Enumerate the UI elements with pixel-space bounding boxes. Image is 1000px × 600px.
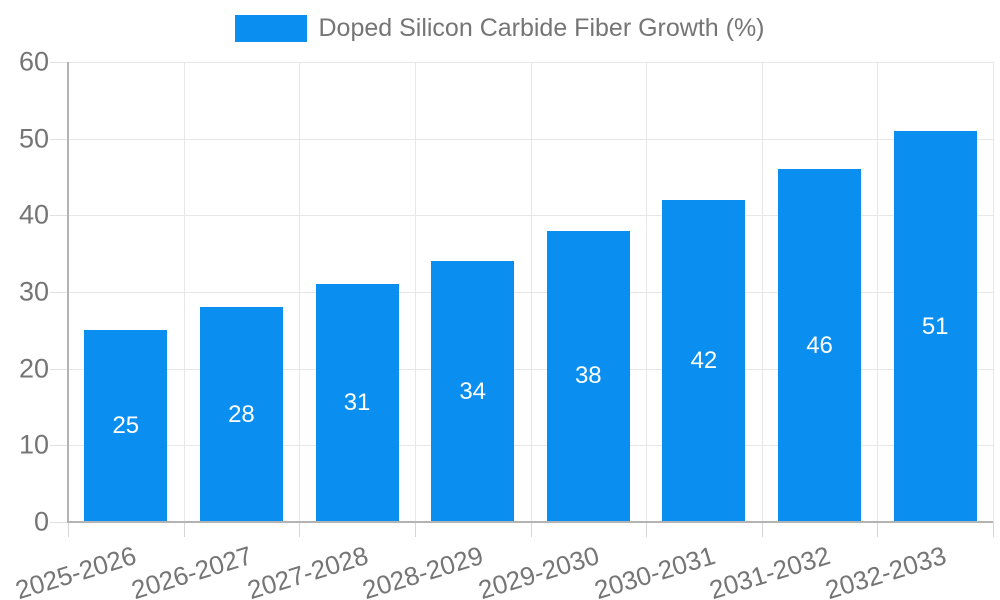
legend: Doped Silicon Carbide Fiber Growth (%) [0,14,1000,43]
x-axis-tick [299,522,301,537]
x-axis-label: 2030-2031 [590,540,719,600]
x-axis-tick [877,522,879,537]
bar-2032-2033[interactable] [893,131,977,522]
y-axis-tick [50,368,68,370]
y-axis-tick [50,215,68,217]
y-axis-tick [50,138,68,140]
x-axis-label: 2028-2029 [359,540,487,600]
bar-value-label: 31 [343,389,371,417]
gridline-vertical [183,62,185,522]
bar-value-label: 38 [574,362,602,390]
y-axis-label: 20 [18,353,49,384]
y-axis-tick [50,292,68,293]
y-axis-label: 50 [18,123,49,154]
x-axis-label: 2031-2032 [706,540,834,600]
bar-2030-2031[interactable] [662,200,746,522]
bar-value-label: 51 [921,312,949,340]
x-axis-label: 2026-2027 [127,540,256,600]
bar-2025-2026[interactable] [84,330,168,522]
gridline-vertical [993,62,994,522]
bar-2026-2027[interactable] [199,307,283,522]
y-axis-label: 0 [33,506,49,537]
y-axis-tick [50,522,68,523]
gridline-vertical [646,62,648,522]
legend-marker [235,15,308,42]
bar-2031-2032[interactable] [778,169,862,522]
x-axis-tick [68,522,69,537]
gridline-vertical [299,62,301,522]
x-axis-tick [183,522,185,537]
gridline-vertical [530,62,532,522]
x-axis-label: 2032-2033 [821,540,950,600]
x-axis-tick [761,522,763,537]
gridline-vertical [877,62,879,522]
x-axis-label: 2025-2026 [12,540,140,600]
y-axis-label: 60 [18,46,49,77]
y-axis-line [67,62,69,523]
y-axis-label: 30 [18,276,49,307]
bar-value-label: 28 [228,400,255,428]
x-axis-label: 2027-2028 [243,540,372,600]
x-axis-label: 2029-2030 [474,540,603,600]
bar-value-label: 46 [806,331,833,359]
y-axis-label: 10 [18,429,49,460]
x-axis-tick [993,522,994,537]
x-axis-tick [530,522,532,537]
bar-2027-2028[interactable] [315,284,399,522]
gridline-vertical [414,62,416,522]
x-axis-tick [646,522,648,537]
bar-value-label: 34 [459,377,487,405]
bar-value-label: 42 [690,347,718,374]
x-axis-line [68,521,993,523]
y-axis-tick [50,445,68,447]
bar-value-label: 25 [112,412,140,440]
y-axis-label: 40 [18,199,49,230]
gridline-vertical [761,62,763,522]
legend-label: Doped Silicon Carbide Fiber Growth (%) [318,14,765,42]
bar-2028-2029[interactable] [431,261,515,522]
y-axis-tick [50,62,68,63]
bar-2029-2030[interactable] [546,230,630,522]
x-axis-tick [414,522,416,537]
legend-item[interactable]: Doped Silicon Carbide Fiber Growth (%) [235,14,765,43]
